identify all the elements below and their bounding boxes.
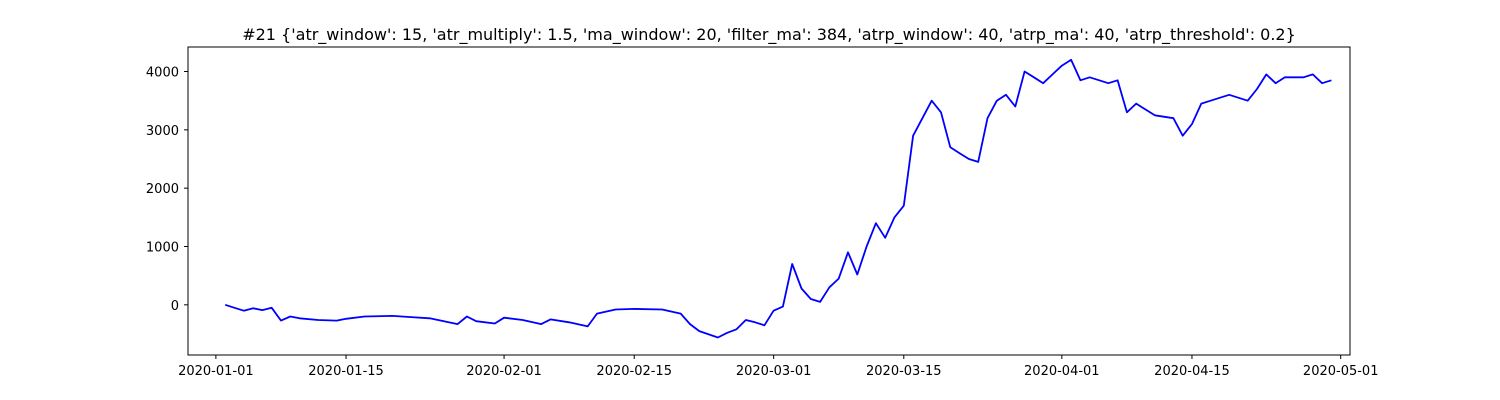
plot-area bbox=[224, 58, 1332, 339]
axes-frame bbox=[187, 46, 1351, 356]
y-tick-label: 0 bbox=[171, 299, 179, 314]
x-tick-label: 2020-04-01 bbox=[1024, 364, 1100, 379]
x-tick-label: 2020-02-01 bbox=[466, 364, 542, 379]
y-tick-label: 4000 bbox=[146, 66, 179, 81]
x-tick-label: 2020-02-15 bbox=[596, 364, 672, 379]
y-tick-label: 1000 bbox=[146, 241, 179, 256]
x-tick-label: 2020-01-01 bbox=[178, 364, 254, 379]
chart-title: #21 {'atr_window': 15, 'atr_multiply': 1… bbox=[242, 25, 1296, 45]
x-tick-label: 2020-05-01 bbox=[1303, 364, 1379, 379]
series-line bbox=[224, 58, 1332, 339]
y-tick-label: 2000 bbox=[146, 182, 179, 197]
x-tick-label: 2020-03-01 bbox=[736, 364, 812, 379]
x-tick-label: 2020-04-15 bbox=[1154, 364, 1230, 379]
x-tick-label: 2020-01-15 bbox=[308, 364, 384, 379]
x-tick-label: 2020-03-15 bbox=[866, 364, 942, 379]
y-tick-label: 3000 bbox=[146, 124, 179, 139]
